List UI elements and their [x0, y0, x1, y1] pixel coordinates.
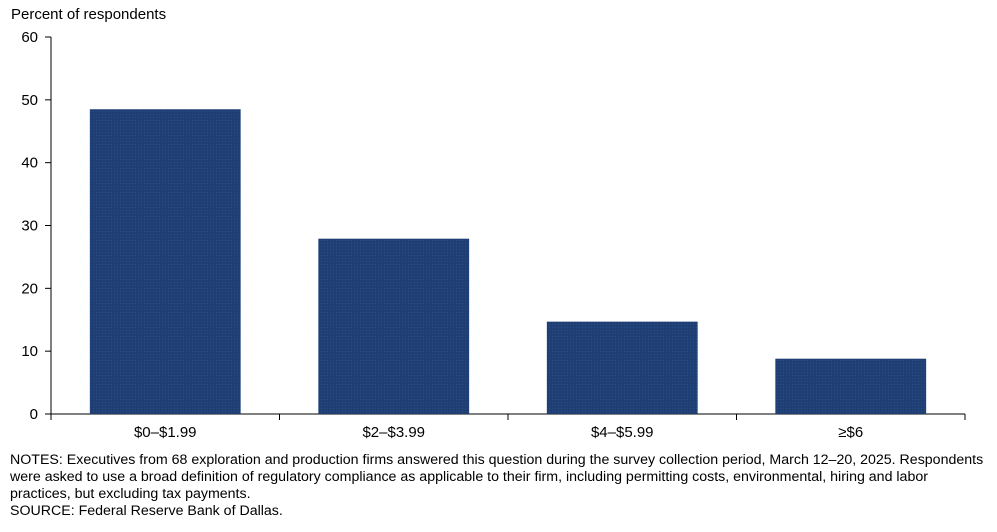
x-tick-label: ≥$6 — [838, 424, 863, 441]
bars — [89, 109, 927, 414]
y-tick-label: 40 — [21, 155, 38, 172]
x-tick-label: $2–$3.99 — [362, 424, 425, 441]
notes-text: NOTES: Executives from 68 exploration an… — [10, 452, 984, 502]
y-tick-label: 20 — [21, 280, 38, 297]
source-text: SOURCE: Federal Reserve Bank of Dallas. — [10, 503, 283, 519]
x-tick-label: $0–$1.99 — [134, 424, 197, 441]
bar — [775, 358, 927, 414]
y-axis: 0 10 20 30 40 50 60 — [21, 29, 52, 423]
bar — [89, 109, 241, 414]
y-tick-label: 60 — [21, 29, 38, 46]
x-tick-label: $4–$5.99 — [591, 424, 654, 441]
y-tick-label: 0 — [30, 406, 38, 423]
y-tick-label: 30 — [21, 218, 38, 235]
bar — [318, 238, 470, 414]
y-axis-label: Percent of respondents — [11, 6, 166, 23]
chart-notes: NOTES: Executives from 68 exploration an… — [10, 452, 990, 520]
x-axis: $0–$1.99 $2–$3.99 $4–$5.99 ≥$6 — [50, 413, 966, 441]
bar-chart: Percent of respondents 0 10 20 30 40 50 60 $0–… — [11, 6, 966, 441]
bar — [546, 321, 698, 414]
y-tick-label: 10 — [21, 343, 38, 360]
y-tick-label: 50 — [21, 92, 38, 109]
